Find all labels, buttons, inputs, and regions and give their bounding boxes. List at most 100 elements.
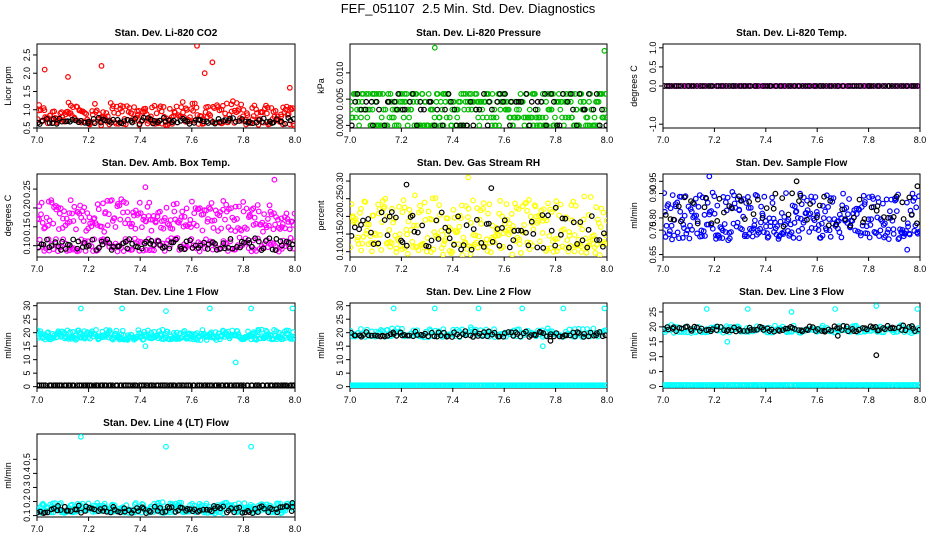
x-tick-label: 7.6 [498, 395, 511, 405]
data-point [515, 206, 522, 212]
data-point [552, 236, 559, 243]
data-point [282, 106, 289, 113]
data-point [492, 122, 499, 128]
data-point [548, 106, 555, 113]
data-point [248, 305, 255, 312]
data-point [838, 234, 845, 241]
y-tick-label: 2.5 [22, 49, 32, 62]
data-point [132, 225, 139, 232]
data-point [820, 83, 826, 89]
data-point [497, 197, 504, 204]
series-1 [663, 382, 920, 388]
data-point [270, 226, 277, 233]
x-tick-label: 8.0 [914, 264, 927, 274]
points-layer [663, 83, 920, 89]
data-point [530, 226, 537, 233]
data-point [451, 106, 458, 113]
data-point [688, 327, 695, 334]
data-point [360, 382, 367, 388]
data-point [484, 247, 491, 254]
data-point [793, 208, 800, 215]
data-point [99, 382, 106, 388]
data-point [722, 229, 729, 235]
data-point [830, 195, 837, 202]
data-point [434, 106, 441, 113]
data-point [506, 244, 513, 251]
data-point [601, 47, 607, 54]
data-point [674, 229, 681, 236]
series-1 [37, 176, 295, 235]
data-point [156, 208, 163, 215]
data-point [853, 205, 860, 212]
data-point [602, 332, 607, 339]
data-point [207, 382, 213, 388]
data-point [209, 217, 215, 224]
data-point [413, 122, 420, 128]
figure-title: FEF_051107 2.5 Min. Std. Dev. Diagnostic… [340, 1, 596, 16]
series-1 [663, 174, 920, 253]
data-point [148, 329, 155, 336]
data-point [904, 246, 911, 253]
data-point [561, 226, 567, 233]
data-point [556, 333, 563, 340]
data-point [369, 248, 375, 255]
data-point [190, 107, 197, 114]
data-point [355, 234, 361, 241]
data-point [179, 505, 186, 511]
data-point [451, 241, 457, 248]
data-point [260, 115, 267, 122]
data-point [400, 197, 407, 204]
y-tick-label: 20 [335, 328, 345, 338]
data-point [567, 90, 574, 97]
x-tick-label: 7.8 [237, 395, 250, 405]
data-point [706, 174, 713, 180]
data-point [70, 218, 77, 224]
data-point [281, 333, 288, 340]
data-point [590, 106, 597, 113]
data-point [139, 504, 146, 511]
data-point [488, 185, 495, 192]
y-tick-label: 0.20 [22, 199, 32, 217]
data-point [388, 209, 395, 215]
data-point [241, 239, 248, 246]
y-axis-label: ml/min [629, 332, 639, 359]
data-point [570, 106, 576, 113]
data-point [908, 211, 915, 218]
data-point [208, 508, 215, 515]
data-point [726, 235, 733, 242]
data-point [517, 333, 524, 340]
data-point [485, 220, 492, 227]
data-point [209, 59, 216, 66]
data-point [135, 238, 141, 245]
data-point [150, 212, 157, 219]
data-point [75, 502, 82, 509]
data-point [40, 241, 47, 248]
y-tick-label: 20 [22, 328, 32, 338]
data-point [85, 242, 92, 249]
data-point [476, 122, 483, 128]
data-point [499, 213, 506, 220]
data-point [579, 237, 586, 244]
data-point [378, 209, 385, 216]
y-axis-label: ml/min [316, 332, 326, 359]
data-point [286, 226, 293, 233]
data-point [429, 195, 436, 202]
data-point [88, 505, 95, 512]
data-point [516, 241, 523, 247]
data-point [253, 106, 260, 113]
y-tick-label: 30 [22, 301, 32, 311]
data-point [525, 242, 532, 249]
data-point [193, 222, 200, 229]
data-point [375, 240, 382, 247]
data-point [441, 329, 447, 336]
data-point [690, 382, 696, 388]
data-point [208, 200, 215, 206]
data-point [431, 44, 438, 51]
data-point [593, 237, 600, 243]
data-point [397, 329, 404, 336]
points-layer [37, 176, 295, 255]
data-point [789, 190, 795, 197]
data-point [366, 221, 372, 228]
y-tick-label: 25 [335, 314, 345, 324]
